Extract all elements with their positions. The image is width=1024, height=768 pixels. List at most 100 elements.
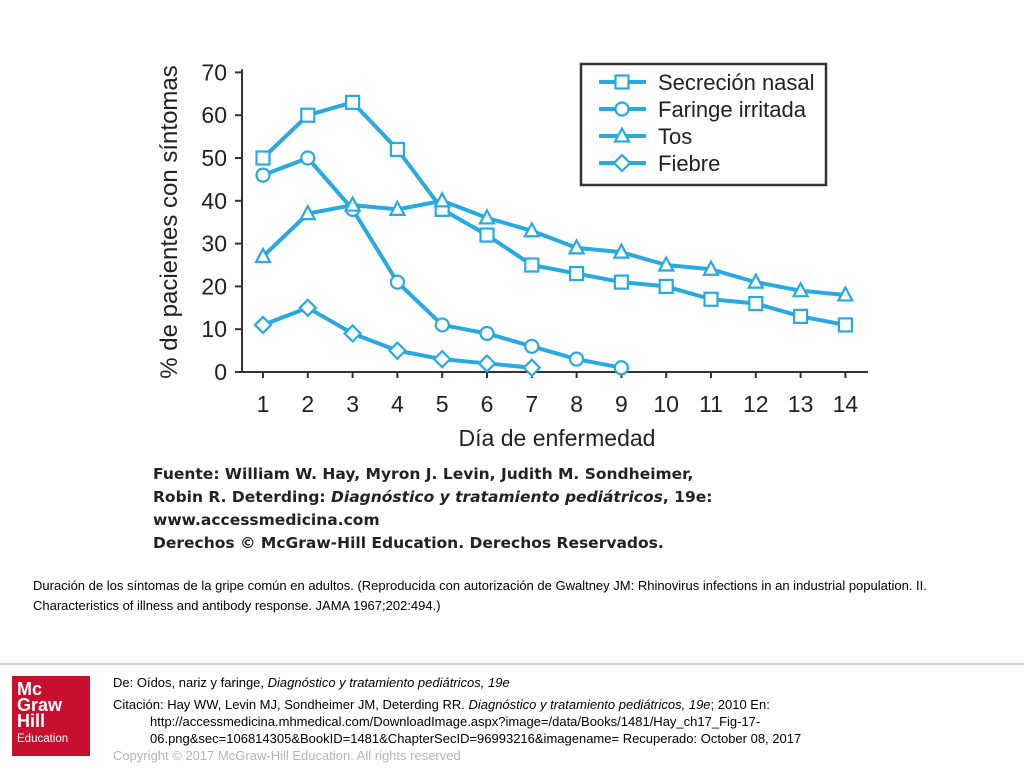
source-website: www.accessmedicina.com — [153, 511, 380, 529]
data-point-square — [658, 278, 674, 294]
x-tick-label: 9 — [615, 391, 628, 417]
data-point-triangle — [433, 190, 452, 208]
x-tick-label: 6 — [481, 391, 494, 417]
data-point-triangle — [746, 272, 765, 289]
x-axis-label: Día de enfermedad — [459, 425, 656, 451]
footer-citation: De: Oídos, nariz y faringe, Diagnóstico … — [113, 674, 1013, 764]
data-point-circle — [255, 167, 271, 183]
data-point-diamond — [298, 298, 318, 318]
mcgraw-hill-logo: Mc Graw Hill Education — [12, 676, 90, 756]
figure-panel: 0 10 20 30 40 50 60 70 1 2 3 4 5 6 7 8 9 10 11 12 13 14 Día de… — [146, 40, 870, 552]
data-point-circle — [524, 338, 540, 354]
data-point-triangle — [567, 238, 586, 255]
data-point-square — [569, 265, 585, 282]
source-line-1: Fuente: William W. Hay, Myron J. Levin, … — [153, 465, 694, 483]
legend-marker-triangle — [613, 126, 631, 143]
footer-citation-title: Diagnóstico y tratamiento pediátricos, 1… — [468, 697, 711, 712]
x-tick-label: 10 — [653, 391, 679, 417]
logo-mc: Mc — [17, 679, 43, 699]
x-tick-label: 5 — [436, 391, 449, 417]
data-point-square — [479, 227, 495, 243]
y-tick-label: 20 — [201, 273, 227, 299]
y-tick-label: 10 — [201, 316, 227, 342]
source-book-title: Diagnóstico y tratamiento pediátricos — [331, 488, 663, 506]
data-point-triangle — [522, 220, 541, 238]
data-point-square — [703, 291, 719, 307]
logo-graw: Graw — [17, 695, 63, 715]
data-point-diamond — [253, 315, 273, 335]
y-tick-label: 70 — [201, 59, 227, 85]
data-point-circle — [569, 351, 585, 367]
legend-label: Tos — [658, 124, 692, 149]
data-point-circle — [434, 317, 450, 333]
y-tick-label: 30 — [201, 231, 227, 257]
x-tick-label: 2 — [301, 391, 314, 417]
data-point-circle — [300, 150, 316, 166]
legend-label: Faringe irritada — [658, 97, 807, 122]
data-point-square — [300, 107, 316, 123]
source-rights: Derechos © McGraw-Hill Education. Derech… — [153, 534, 664, 552]
x-tick-label: 14 — [833, 391, 859, 417]
data-point-square — [613, 274, 629, 290]
source-edition: , 19e: — [662, 488, 713, 506]
y-axis-label: % de pacientes con síntomas — [156, 65, 183, 379]
data-point-triangle — [612, 242, 631, 259]
y-tick-label: 40 — [201, 188, 227, 214]
y-tick-label: 60 — [201, 102, 227, 128]
data-point-diamond — [343, 323, 363, 344]
data-point-square — [345, 94, 361, 110]
footer-url-line-1: http://accessmedicina.mhmedical.com/Down… — [150, 714, 761, 729]
data-point-triangle — [791, 280, 810, 298]
footer-from: De: Oídos, nariz y faringe, Diagnóstico … — [113, 675, 510, 690]
data-point-triangle — [702, 259, 720, 276]
y-tick-label: 0 — [214, 359, 227, 385]
footer-from-title: Diagnóstico y tratamiento pediátricos, 1… — [267, 675, 510, 690]
source-credit: Fuente: William W. Hay, Myron J. Levin, … — [153, 463, 868, 555]
series-line-triangle — [261, 198, 846, 297]
logo-education: Education — [17, 733, 69, 745]
legend-label: Fiebre — [658, 151, 720, 176]
footer-divider — [0, 663, 1024, 665]
legend-marker-circle — [614, 101, 630, 117]
figure-caption: Duración de los síntomas de la gripe com… — [33, 578, 927, 613]
legend-label: Secreción nasal — [658, 70, 815, 95]
data-point-triangle — [836, 285, 855, 302]
data-point-circle — [389, 274, 405, 290]
footer-copyright: Copyright © 2017 McGraw-Hill Education. … — [113, 748, 461, 763]
data-point-triangle — [388, 199, 407, 216]
data-point-diamond — [387, 341, 407, 361]
data-point-triangle — [254, 246, 272, 264]
data-point-triangle — [298, 203, 317, 221]
data-point-square — [524, 257, 540, 273]
x-tick-label: 4 — [391, 391, 404, 417]
data-point-triangle — [657, 255, 676, 272]
data-point-circle — [613, 360, 629, 376]
data-point-square — [748, 295, 764, 312]
x-tick-label: 3 — [346, 391, 359, 417]
x-tick-label: 12 — [743, 391, 769, 417]
data-point-square — [389, 141, 405, 158]
data-point-diamond — [522, 358, 542, 378]
x-tick-label: 11 — [699, 391, 723, 417]
footer-url-line-2: 06.png&sec=106814305&BookID=1481&Chapter… — [150, 731, 802, 746]
legend-marker-square — [614, 74, 630, 90]
x-tick-label: 1 — [257, 391, 270, 417]
x-tick-label: 8 — [570, 391, 583, 417]
data-point-triangle — [343, 195, 362, 212]
data-point-square — [837, 317, 854, 333]
x-tick-label: 13 — [788, 391, 814, 417]
logo-hill: Hill — [17, 711, 46, 731]
source-line-2: Robin R. Deterding: Diagnóstico y tratam… — [153, 486, 868, 509]
y-tick-label: 50 — [201, 145, 227, 171]
data-point-circle — [479, 325, 495, 342]
source-authors: Robin R. Deterding: — [153, 488, 332, 506]
data-point-square — [255, 150, 271, 166]
series-line-circle — [262, 156, 622, 370]
data-point-diamond — [477, 353, 497, 373]
data-point-square — [792, 308, 809, 324]
x-tick-label: 7 — [525, 391, 538, 417]
legend-marker-diamond — [612, 153, 632, 173]
footer-citation-line: Citación: Hay WW, Levin MJ, Sondheimer J… — [113, 697, 770, 712]
data-point-diamond — [432, 349, 452, 369]
